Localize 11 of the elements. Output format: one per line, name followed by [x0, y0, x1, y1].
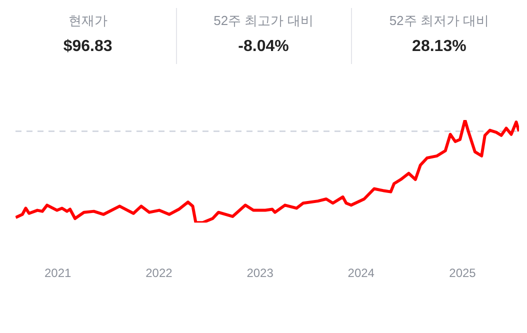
x-tick-label: 2021 [44, 266, 72, 280]
x-tick-label: 2023 [246, 266, 274, 280]
text: 현재가 [67, 12, 108, 30]
text: 28.13% [411, 38, 468, 56]
x-tick-label: 2022 [146, 266, 173, 280]
text: $96.83 [62, 38, 114, 56]
text: -8.04% [237, 38, 290, 56]
text: 52주 최고가 대비 [212, 12, 314, 30]
x-tick-label: 2024 [348, 266, 375, 280]
x-tick-label: 2025 [449, 266, 476, 280]
text: 52주 최저가 대비 [388, 12, 490, 30]
